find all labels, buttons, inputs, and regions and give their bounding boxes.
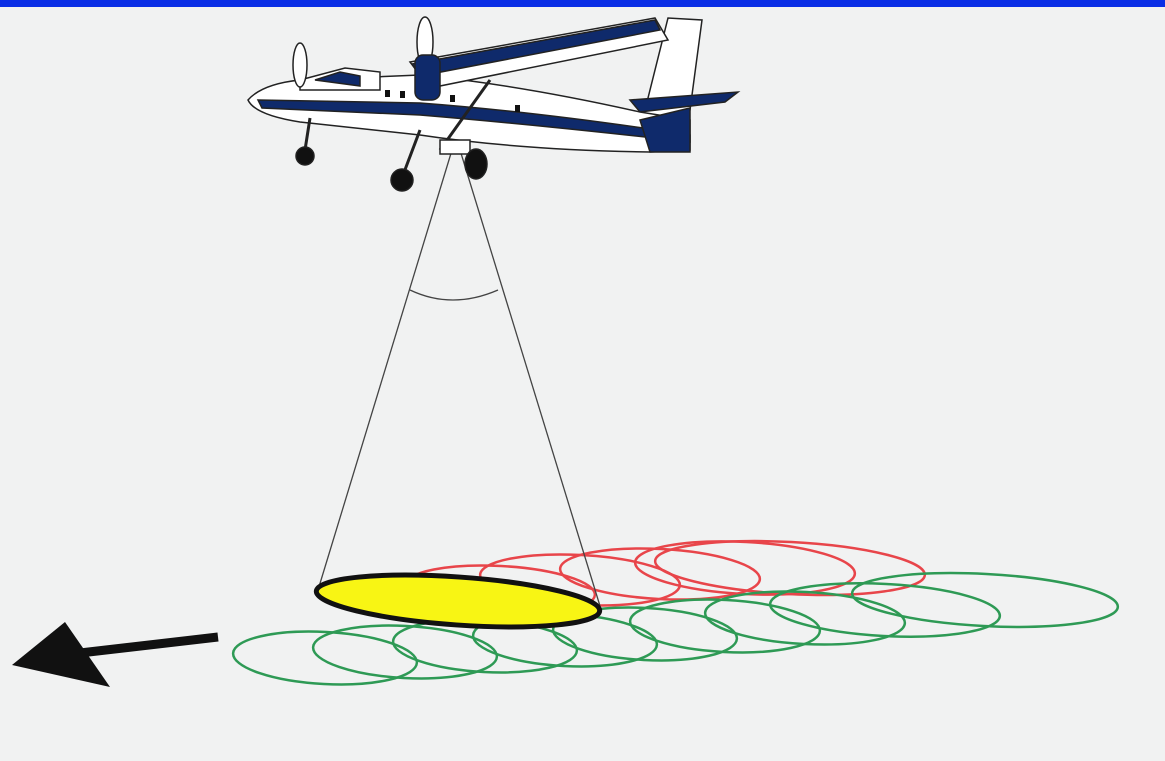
window [385,90,390,97]
window [450,95,455,102]
sensor-pod [440,140,470,154]
wheel [391,169,413,191]
top-bar [0,0,1165,7]
wheel [296,147,314,165]
illustration [0,0,1165,761]
engine [415,55,440,100]
window [400,91,405,98]
wheel [465,149,487,179]
page: (() => { JSON.parse(document.getElementB… [0,0,1165,761]
window [515,105,520,112]
propeller [293,43,307,87]
